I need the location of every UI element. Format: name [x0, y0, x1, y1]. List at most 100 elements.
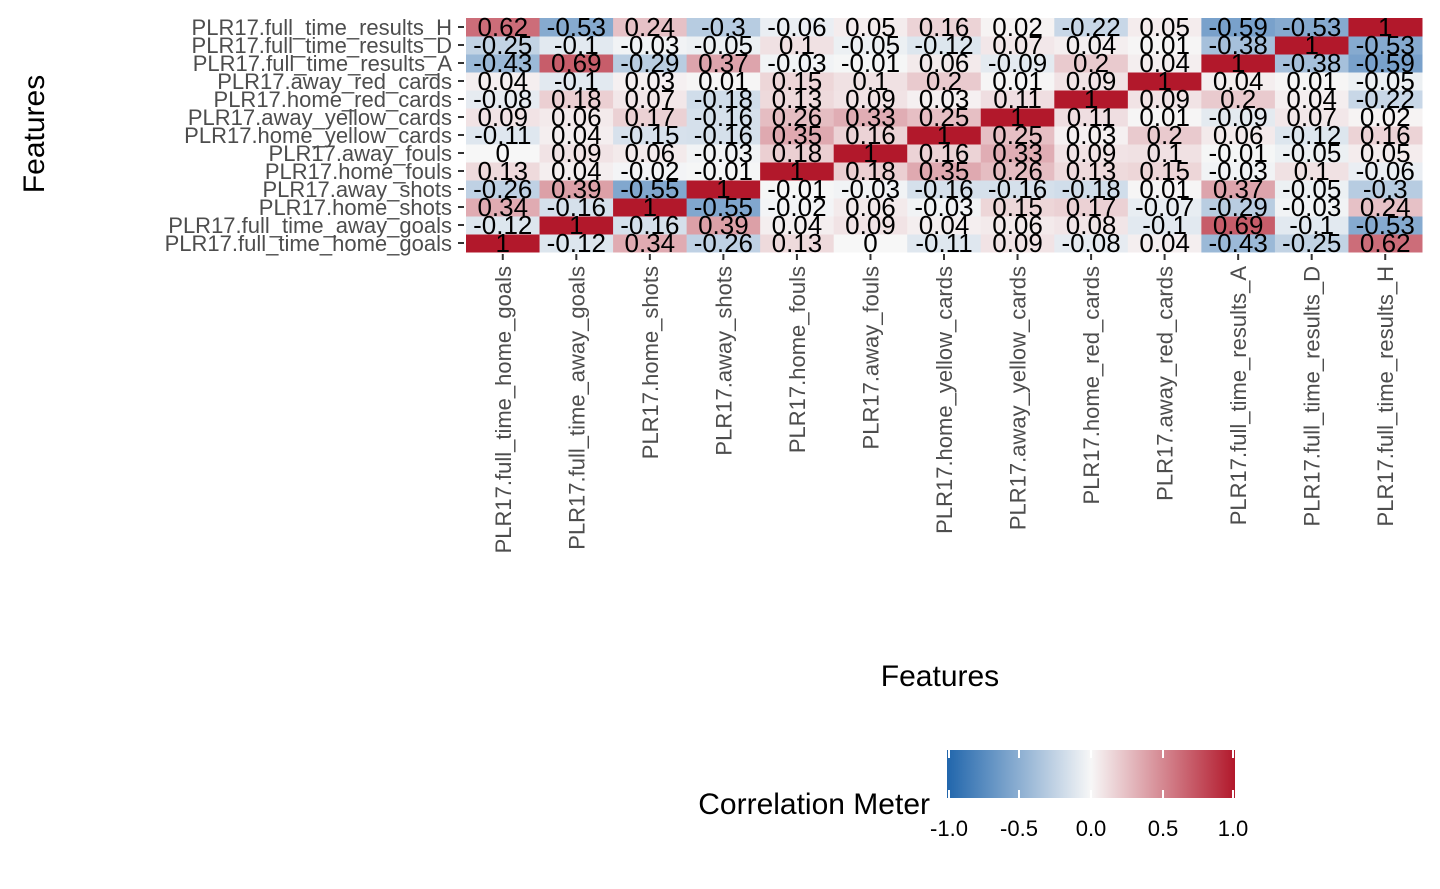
heatmap-cell	[760, 126, 835, 145]
cell-value-label: 0.2	[1147, 120, 1183, 150]
cell-value-label: -0.03	[767, 48, 826, 78]
heatmap-cell	[1054, 216, 1129, 235]
cell-value-label: 0.02	[992, 12, 1043, 42]
heatmap-cell	[539, 234, 614, 253]
heatmap-cell	[1274, 72, 1349, 91]
cell-value-label: -0.26	[473, 174, 532, 204]
heatmap-cell	[1054, 162, 1129, 181]
heatmap-cell	[686, 180, 761, 199]
x-axis-tick-label: PLR17.home_yellow_cards	[932, 266, 957, 534]
heatmap-cell	[833, 144, 908, 163]
cell-value-label: -0.05	[1282, 138, 1341, 168]
heatmap-cell	[980, 90, 1055, 109]
cell-value-label: -0.12	[1282, 120, 1341, 150]
cell-value-label: 0.17	[1066, 192, 1117, 222]
cell-value-label: -0.16	[620, 210, 679, 240]
cell-value-label: 0.01	[1139, 102, 1190, 132]
heatmap-cell	[833, 108, 908, 127]
cell-value-label: 0.03	[1066, 120, 1117, 150]
heatmap-cell	[539, 72, 614, 91]
heatmap-cell	[613, 216, 688, 235]
cell-value-label: 0.1	[1294, 156, 1330, 186]
cell-value-label: 0.06	[845, 192, 896, 222]
cell-value-label: 0.13	[772, 84, 823, 114]
cell-value-label: 0.16	[919, 12, 970, 42]
heatmap-cell	[466, 216, 541, 235]
cell-value-label: 0.03	[919, 84, 970, 114]
cell-value-label: 0.06	[625, 138, 676, 168]
heatmap-cell	[686, 144, 761, 163]
heatmap-cell	[686, 18, 761, 37]
cell-value-label: 1	[1231, 48, 1245, 78]
y-axis-tick-label: PLR17.full_time_results_H	[192, 15, 452, 40]
cell-value-label: 0.69	[551, 48, 602, 78]
heatmap-cell	[760, 216, 835, 235]
cell-value-label: -0.55	[694, 192, 753, 222]
cell-value-label: -0.29	[620, 48, 679, 78]
cell-value-label: 0.01	[698, 66, 749, 96]
heatmap-cell	[907, 36, 982, 55]
cell-value-label: 0.09	[1139, 84, 1190, 114]
legend-tick-label: 0.5	[1148, 816, 1179, 841]
heatmap-cell	[466, 234, 541, 253]
cell-value-label: -0.11	[915, 228, 972, 258]
y-axis-tick-label: PLR17.home_shots	[259, 195, 452, 220]
cell-value-label: 1	[1157, 66, 1171, 96]
heatmap-cell	[686, 36, 761, 55]
x-axis-tick-label: PLR17.home_shots	[638, 266, 663, 459]
heatmap-cell	[1348, 108, 1423, 127]
cell-value-label: -0.03	[1282, 192, 1341, 222]
heatmap-cell	[466, 126, 541, 145]
heatmap-cell	[1274, 198, 1349, 217]
y-axis-tick-label: PLR17.home_fouls	[265, 159, 452, 184]
cell-value-label: 0.04	[1213, 66, 1264, 96]
cell-value-label: -0.1	[1289, 210, 1334, 240]
cell-value-label: 0.04	[919, 210, 970, 240]
heatmap-cell	[613, 162, 688, 181]
x-axis-tick-label: PLR17.full_time_results_A	[1226, 266, 1251, 526]
legend-title: Correlation Meter	[698, 788, 930, 821]
heatmap-cell	[907, 162, 982, 181]
cell-value-label: -0.26	[694, 228, 753, 258]
heatmap-cell	[613, 108, 688, 127]
cell-value-label: -0.12	[547, 228, 606, 258]
cell-value-label: -0.03	[694, 138, 753, 168]
heatmap-cell	[760, 90, 835, 109]
heatmap-cell	[760, 144, 835, 163]
heatmap-cell	[907, 198, 982, 217]
cell-value-label: -0.43	[473, 48, 532, 78]
heatmap-cell	[1127, 180, 1202, 199]
heatmap-cell	[1274, 90, 1349, 109]
heatmap-cell	[539, 108, 614, 127]
cell-value-label: 0.09	[1066, 138, 1117, 168]
cell-value-label: 0.33	[992, 138, 1043, 168]
cell-value-label: -0.02	[620, 156, 679, 186]
heatmap-cell	[1201, 162, 1276, 181]
cell-value-label: 1	[937, 120, 951, 150]
cell-value-label: 1	[1010, 102, 1024, 132]
heatmap-cell	[1274, 144, 1349, 163]
cell-value-label: -0.1	[554, 66, 599, 96]
cell-value-label: 0.26	[992, 156, 1043, 186]
x-axis-tick-label: PLR17.full_time_results_D	[1300, 266, 1325, 526]
cell-value-label: 0.01	[1139, 174, 1190, 204]
y-axis-tick-label: PLR17.full_time_home_goals	[165, 231, 452, 256]
legend-ticks: -1.0 -0.5 0.0 0.5 1.0	[930, 750, 1248, 841]
cell-value-label: 0.04	[551, 156, 602, 186]
heatmap-cell	[833, 54, 908, 73]
heatmap-cell	[980, 234, 1055, 253]
heatmap-cell	[1201, 216, 1276, 235]
heatmap-cell	[613, 198, 688, 217]
heatmap-cell	[1348, 216, 1423, 235]
cell-value-label: 0.2	[926, 66, 962, 96]
cell-value-label: -0.29	[1209, 192, 1268, 222]
cell-value-label: -0.38	[1209, 30, 1268, 60]
heatmap-cell	[613, 36, 688, 55]
cell-value-label: 0.05	[845, 12, 896, 42]
heatmap-cell	[539, 144, 614, 163]
heatmap-cell	[686, 72, 761, 91]
cell-value-label: -0.22	[1061, 12, 1120, 42]
heatmap-cell	[539, 198, 614, 217]
heatmap-cell	[760, 108, 835, 127]
